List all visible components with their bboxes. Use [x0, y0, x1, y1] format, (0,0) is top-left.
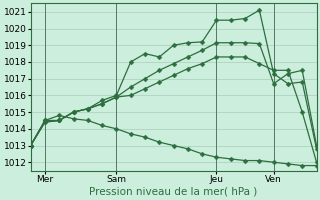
X-axis label: Pression niveau de la mer( hPa ): Pression niveau de la mer( hPa ): [90, 187, 258, 197]
